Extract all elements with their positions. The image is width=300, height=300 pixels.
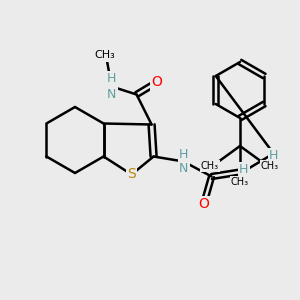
Text: O: O bbox=[198, 197, 209, 212]
Text: H
N: H N bbox=[179, 148, 188, 176]
Text: H: H bbox=[239, 163, 248, 176]
Text: S: S bbox=[127, 167, 136, 182]
Text: CH₃: CH₃ bbox=[94, 50, 115, 61]
Text: H
N: H N bbox=[107, 73, 116, 100]
Text: O: O bbox=[151, 76, 162, 89]
Text: CH₃: CH₃ bbox=[201, 161, 219, 171]
Text: H: H bbox=[269, 149, 278, 162]
Text: CH₃: CH₃ bbox=[261, 161, 279, 171]
Text: CH₃: CH₃ bbox=[231, 177, 249, 187]
